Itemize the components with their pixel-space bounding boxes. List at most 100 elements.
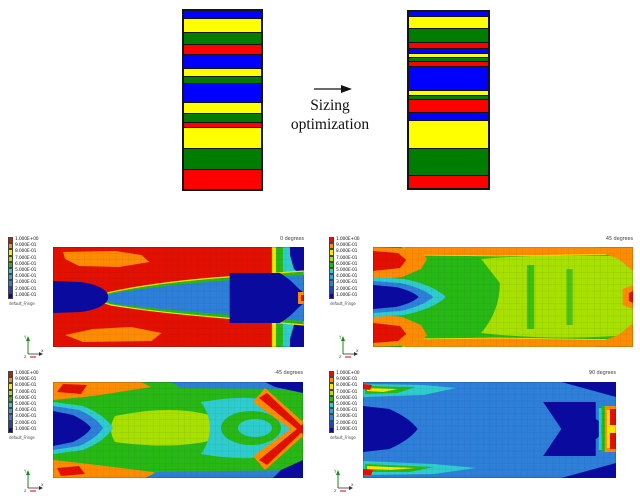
- legend-entry: 6.000E-01: [8, 395, 38, 402]
- layup-layer: [409, 175, 488, 188]
- legend-color-swatch: [329, 377, 334, 384]
- layup-layer: [184, 83, 261, 102]
- legend-color-swatch: [8, 426, 13, 433]
- legend-color-swatch: [8, 292, 13, 299]
- fringe-legend-90deg: 1.000E+00 9.000E-01 8.000E-01 7.000E-01 6.00…: [329, 371, 360, 440]
- legend-value: 2.000E-01: [15, 286, 37, 292]
- legend-value: 4.000E-01: [336, 274, 358, 280]
- legend-color-swatch: [329, 389, 334, 396]
- legend-value: 5.000E-01: [336, 267, 358, 273]
- legend-value: 8.000E-01: [336, 249, 358, 255]
- legend-value: 4.000E-01: [15, 274, 37, 280]
- svg-text:Y: Y: [23, 469, 27, 474]
- legend-color-swatch: [329, 274, 334, 281]
- legend-value: 9.000E-01: [336, 377, 358, 383]
- legend-entry: 1.000E-01: [8, 292, 38, 299]
- axis-triad-icon: Y X Z: [22, 333, 46, 363]
- svg-text:Z: Z: [339, 355, 342, 359]
- legend-color-swatch: [329, 383, 334, 390]
- legend-color-swatch: [8, 249, 13, 256]
- legend-value: 1.000E-01: [15, 292, 37, 298]
- legend-color-swatch: [329, 420, 334, 427]
- svg-text:X: X: [356, 349, 359, 353]
- legend-entry: 8.000E-01: [8, 383, 38, 390]
- fringe-legend-0deg: 1.000E+00 9.000E-01 8.000E-01 7.000E-01 6.00…: [8, 237, 39, 306]
- legend-entry: 7.000E-01: [329, 389, 359, 396]
- layup-layer: [184, 11, 261, 18]
- legend-entry: 3.000E-01: [329, 280, 359, 287]
- legend-value: 8.000E-01: [15, 249, 37, 255]
- legend-value: 4.000E-01: [336, 408, 358, 414]
- mesh-grid-overlay: [363, 382, 616, 478]
- legend-value: 1.000E+00: [336, 371, 360, 376]
- legend-color-swatch: [8, 243, 13, 250]
- legend-color-swatch: [329, 292, 334, 299]
- legend-value: 5.000E-01: [336, 401, 358, 407]
- legend-color-swatch: [329, 261, 334, 268]
- legend-color-swatch: [329, 408, 334, 415]
- legend-value: 9.000E-01: [15, 377, 37, 383]
- axis-triad-icon: Y X Z: [332, 467, 356, 497]
- layup-layer: [409, 94, 488, 99]
- legend-color-swatch: [329, 371, 334, 378]
- sizing-arrow-icon: [312, 80, 354, 93]
- layup-layer: [409, 66, 488, 90]
- legend-entry: 2.000E-01: [8, 420, 38, 427]
- legend-entry: 5.000E-01: [329, 401, 359, 409]
- svg-text:X: X: [41, 483, 44, 487]
- legend-footer: default_Fringe: [330, 434, 356, 440]
- legend-color-swatch: [8, 389, 13, 396]
- legend-value: 2.000E-01: [336, 420, 358, 426]
- legend-entry: 5.000E-01: [8, 267, 38, 275]
- legend-entry: 9.000E-01: [8, 377, 38, 384]
- svg-text:Z: Z: [334, 489, 337, 493]
- fringe-legend-m45deg: 1.000E+00 9.000E-01 8.000E-01 7.000E-01 6.00…: [8, 371, 39, 440]
- layup-layer: [409, 15, 488, 28]
- legend-color-swatch: [329, 401, 334, 409]
- legend-footer: default_Fringe: [9, 300, 35, 306]
- legend-value: 9.000E-01: [336, 243, 358, 249]
- sizing-optimization-label: Sizing optimization: [278, 96, 382, 134]
- layup-stack-before: [182, 9, 263, 191]
- contour-plot-90deg: [363, 382, 616, 478]
- layup-layer: [409, 61, 488, 67]
- legend-value: 6.000E-01: [336, 395, 358, 401]
- legend-entry: 1.000E-01: [8, 426, 38, 433]
- legend-color-swatch: [8, 267, 13, 275]
- legend-value: 6.000E-01: [336, 261, 358, 267]
- layup-layer: [184, 101, 261, 113]
- legend-value: 1.000E+00: [15, 237, 39, 242]
- layup-layer: [184, 54, 261, 68]
- legend-value: 1.000E+00: [336, 237, 360, 242]
- legend-color-swatch: [8, 371, 13, 378]
- legend-entry: 1.000E+00: [329, 237, 360, 244]
- svg-text:Y: Y: [338, 335, 342, 340]
- layup-layer: [409, 57, 488, 62]
- plot-title-m45deg: -45 degrees: [274, 370, 303, 376]
- legend-entry: 3.000E-01: [329, 414, 359, 421]
- svg-text:X: X: [351, 483, 354, 487]
- legend-entry: 1.000E+00: [8, 371, 39, 378]
- mesh-grid-overlay: [53, 382, 303, 478]
- legend-value: 3.000E-01: [336, 280, 358, 286]
- legend-color-swatch: [8, 237, 13, 244]
- layup-layer: [409, 112, 488, 121]
- svg-text:X: X: [41, 349, 44, 353]
- legend-scale: 1.000E+00 9.000E-01 8.000E-01 7.000E-01 6.00…: [8, 371, 39, 433]
- layup-layer: [184, 112, 261, 123]
- legend-value: 4.000E-01: [15, 408, 37, 414]
- contour-plot-45deg: [373, 247, 633, 347]
- layup-layer: [409, 12, 488, 16]
- legend-entry: 6.000E-01: [329, 395, 359, 402]
- legend-entry: 7.000E-01: [8, 389, 38, 396]
- legend-footer: default_Fringe: [9, 434, 35, 440]
- legend-color-swatch: [8, 286, 13, 293]
- legend-entry: 2.000E-01: [8, 286, 38, 293]
- legend-value: 6.000E-01: [15, 395, 37, 401]
- legend-entry: 2.000E-01: [329, 286, 359, 293]
- legend-value: 9.000E-01: [15, 243, 37, 249]
- legend-color-swatch: [8, 414, 13, 421]
- layup-layer: [409, 98, 488, 113]
- mesh-grid-overlay: [373, 247, 633, 347]
